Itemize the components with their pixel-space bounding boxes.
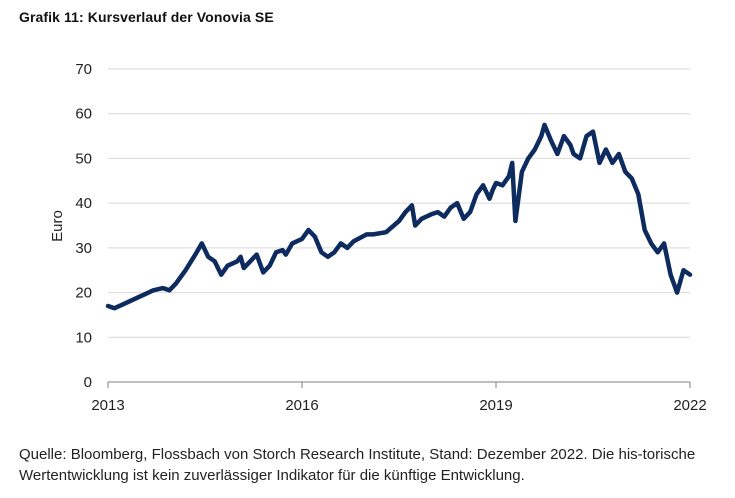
line-chart: 0 10 20 30 40 50 60 70 2013 2016 2019 2022 Euro bbox=[49, 61, 707, 414]
y-tick-labels: 0 10 20 30 40 50 60 70 bbox=[75, 61, 92, 391]
y-axis-label: Euro bbox=[49, 210, 66, 242]
source-note: Quelle: Bloomberg, Flossbach von Storch … bbox=[19, 446, 696, 484]
y-tick-label: 20 bbox=[75, 285, 92, 302]
x-tick-labels: 2013 2016 2019 2022 bbox=[91, 397, 706, 414]
chart-title: Grafik 11: Kursverlauf der Vonovia SE bbox=[19, 9, 274, 25]
y-tick-label: 40 bbox=[75, 195, 92, 212]
x-tick-label: 2016 bbox=[285, 397, 318, 414]
y-tick-label: 70 bbox=[75, 61, 92, 78]
x-tick-label: 2013 bbox=[91, 397, 124, 414]
x-axis bbox=[107, 381, 691, 388]
x-tick-label: 2019 bbox=[479, 397, 512, 414]
x-tick-label: 2022 bbox=[673, 397, 706, 414]
y-tick-label: 50 bbox=[75, 150, 92, 167]
gridlines bbox=[108, 68, 690, 338]
series-line bbox=[105, 122, 693, 311]
y-tick-label: 10 bbox=[75, 329, 92, 346]
y-tick-label: 0 bbox=[84, 374, 92, 391]
y-tick-label: 30 bbox=[75, 240, 92, 257]
y-tick-label: 60 bbox=[75, 106, 92, 123]
series-group bbox=[105, 122, 693, 311]
